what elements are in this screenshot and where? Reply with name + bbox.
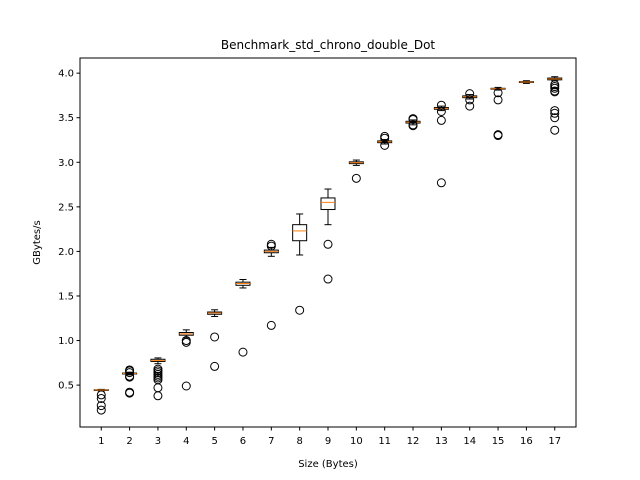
outlier-point xyxy=(493,131,503,141)
y-tick-label: 4.0 xyxy=(58,69,74,80)
outlier-point xyxy=(96,401,106,411)
outlier-point xyxy=(125,368,135,378)
x-tick-label: 16 xyxy=(520,436,533,447)
outlier-point xyxy=(125,372,135,382)
outlier-point xyxy=(550,125,560,135)
outlier-point xyxy=(436,178,446,188)
box-group xyxy=(292,213,308,315)
box-group xyxy=(462,89,478,111)
outlier-point xyxy=(465,95,475,105)
x-tick-label: 9 xyxy=(325,436,331,447)
x-tick-label: 3 xyxy=(155,436,161,447)
outlier-point xyxy=(380,140,390,150)
outlier-point xyxy=(295,305,305,315)
outlier-point xyxy=(323,239,333,249)
outlier-point xyxy=(351,173,361,183)
y-tick-label: 3.0 xyxy=(58,158,74,169)
x-tick-label: 7 xyxy=(268,436,274,447)
y-tick-label: 1.0 xyxy=(58,336,74,347)
x-tick-label: 12 xyxy=(407,436,420,447)
x-tick-label: 8 xyxy=(296,436,302,447)
outlier-point xyxy=(436,100,446,110)
x-tick-label: 13 xyxy=(435,436,448,447)
chart-title: Benchmark_std_chrono_double_Dot xyxy=(221,38,436,52)
box-group xyxy=(377,131,393,150)
outlier-point xyxy=(181,337,191,347)
outlier-point xyxy=(408,115,418,124)
y-tick-label: 3.5 xyxy=(58,113,74,124)
box-group xyxy=(93,388,109,415)
box-group xyxy=(235,278,251,357)
outlier-point xyxy=(493,95,503,105)
outlier-point xyxy=(96,390,106,400)
outlier-point xyxy=(550,87,560,97)
x-tick-label: 17 xyxy=(548,436,561,447)
y-tick-label: 2.5 xyxy=(58,202,74,213)
outlier-point xyxy=(380,133,390,143)
outlier-point xyxy=(266,241,276,251)
x-tick-label: 4 xyxy=(183,436,189,447)
x-tick-label: 11 xyxy=(378,436,391,447)
plot-area xyxy=(93,76,563,415)
box-group xyxy=(433,100,449,188)
outlier-point xyxy=(550,83,560,93)
box-group xyxy=(518,80,534,84)
box-group xyxy=(207,309,223,371)
outlier-point xyxy=(436,115,446,125)
outlier-point xyxy=(323,274,333,284)
x-tick-label: 6 xyxy=(240,436,246,447)
y-axis-label: GBytes/s xyxy=(32,220,43,264)
outlier-point xyxy=(408,121,418,131)
outlier-point xyxy=(550,113,560,123)
y-tick-label: 1.5 xyxy=(58,291,74,302)
box xyxy=(320,197,336,211)
outlier-point xyxy=(96,393,106,403)
outlier-point xyxy=(210,361,220,371)
x-tick-label: 14 xyxy=(463,436,476,447)
x-tick-label: 1 xyxy=(98,436,104,447)
box-group xyxy=(547,76,563,135)
y-tick-label: 2.0 xyxy=(58,247,74,258)
outlier-point xyxy=(210,332,220,342)
outlier-point xyxy=(266,320,276,330)
box-group xyxy=(405,114,421,131)
box-group xyxy=(348,159,364,183)
outlier-point xyxy=(238,347,248,357)
x-tick-label: 15 xyxy=(492,436,505,447)
outlier-point xyxy=(493,88,503,98)
box-group xyxy=(320,188,336,284)
box-group xyxy=(490,86,506,141)
outlier-point xyxy=(465,101,475,111)
outlier-point xyxy=(550,106,560,116)
y-tick-label: 0.5 xyxy=(58,381,74,392)
box-group xyxy=(122,365,138,398)
outlier-point xyxy=(153,391,163,401)
outlier-point xyxy=(436,106,446,116)
box xyxy=(292,224,308,242)
outlier-point xyxy=(125,388,135,398)
x-tick-label: 5 xyxy=(211,436,217,447)
x-tick-label: 10 xyxy=(350,436,363,447)
outlier-point xyxy=(465,89,475,99)
outlier-point xyxy=(181,381,191,391)
x-axis-label: Size (Bytes) xyxy=(298,459,358,470)
x-tick-label: 2 xyxy=(126,436,132,447)
outlier-point xyxy=(96,405,106,415)
box-group xyxy=(150,357,166,401)
outlier-point xyxy=(550,108,560,118)
box-group xyxy=(178,329,194,391)
box-group xyxy=(263,239,279,330)
